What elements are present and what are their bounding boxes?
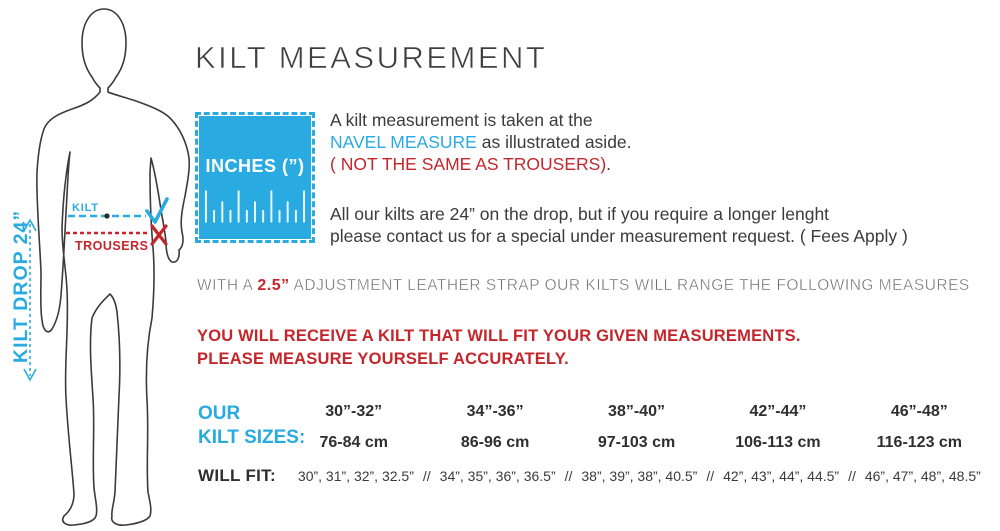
drop-info-line-2: please contact us for a special under me…: [330, 226, 908, 246]
kilt-sizes-header-line-2: KILT SIZES:: [198, 427, 306, 448]
fit-separator: //: [422, 468, 431, 484]
intro-line-2: NAVEL MEASURE as illustrated aside.: [330, 131, 632, 153]
fit-group-3: 38”, 39”, 38”, 40.5”: [581, 468, 698, 484]
body-outline: [36, 8, 191, 526]
ruler-icon: [204, 190, 306, 223]
fit-separator: //: [848, 468, 856, 484]
fit-warning-line-2: PLEASE MEASURE YOURSELF ACCURATELY.: [197, 350, 569, 368]
navel-point: [104, 213, 110, 219]
inches-box: INCHES (”): [195, 112, 315, 243]
size-columns: 30”-32” 76-84 cm 34”-36” 86-96 cm 38”-40…: [283, 403, 990, 452]
fit-group-5: 46”, 47”, 48”, 48.5”: [864, 468, 981, 484]
navel-measure-highlight: NAVEL MEASURE: [330, 132, 477, 152]
kilt-drop-arrow: [23, 218, 37, 382]
trousers-line-label: TROUSERS: [75, 239, 148, 253]
page-title: KILT MEASUREMENT: [195, 40, 548, 76]
size-inches: 34”-36”: [466, 403, 524, 420]
strap-note-suffix: ADJUSTMENT LEATHER STRAP OUR KILTS WILL …: [289, 277, 970, 294]
size-inches: 42”-44”: [749, 403, 807, 420]
fit-group-4: 42”, 43”, 44”, 44.5”: [723, 468, 840, 484]
drop-info-paragraph: All our kilts are 24” on the drop, but i…: [330, 203, 908, 247]
body-outline-illustration: KILT DROP 24” KILT TROUSERS: [10, 8, 191, 526]
intro-line-3-period: .: [606, 154, 612, 174]
fit-warning: YOU WILL RECEIVE A KILT THAT WILL FIT YO…: [197, 325, 801, 371]
not-same-as-trousers: ( NOT THE SAME AS TROUSERS): [330, 154, 607, 174]
intro-line-2-rest: as illustrated aside.: [476, 132, 632, 152]
size-column-2: 34”-36” 86-96 cm: [424, 403, 565, 452]
size-column-5: 46”-48” 116-123 cm: [849, 403, 990, 452]
size-column-4: 42”-44” 106-113 cm: [707, 403, 848, 452]
inches-box-label: INCHES (”): [205, 156, 305, 176]
x-icon: [150, 224, 168, 246]
kilt-drop-label: KILT DROP 24”: [10, 210, 32, 363]
strap-note: WITH A 2.5” ADJUSTMENT LEATHER STRAP OUR…: [197, 277, 970, 295]
fit-group-1: 30”, 31”, 32”, 32.5”: [297, 468, 414, 484]
size-cm: 76-84 cm: [319, 434, 388, 451]
size-cm: 86-96 cm: [460, 434, 530, 451]
size-cm: 116-123 cm: [876, 434, 963, 451]
strap-note-prefix: WITH A: [197, 277, 258, 294]
will-fit-row: WILL FIT: 30”, 31”, 32”, 32.5” // 34”, 3…: [198, 466, 981, 486]
size-cm: 106-113 cm: [735, 434, 821, 451]
check-icon: [145, 197, 169, 224]
fit-warning-line-1: YOU WILL RECEIVE A KILT THAT WILL FIT YO…: [197, 327, 801, 345]
will-fit-label: WILL FIT:: [198, 466, 276, 485]
inches-box-bg: INCHES (”): [199, 116, 311, 239]
size-inches: 30”-32”: [325, 403, 383, 420]
intro-line-1: A kilt measurement is taken at the: [330, 110, 593, 130]
size-column-3: 38”-40” 97-103 cm: [566, 403, 707, 452]
size-inches: 46”-48”: [890, 403, 948, 420]
size-inches: 38”-40”: [608, 403, 665, 420]
intro-line-3: ( NOT THE SAME AS TROUSERS).: [330, 153, 632, 175]
drop-info-line-1: All our kilts are 24” on the drop, but i…: [330, 204, 830, 224]
fit-separator: //: [706, 468, 715, 484]
kilt-line-label: KILT: [72, 202, 99, 214]
strap-size-highlight: 2.5”: [257, 277, 290, 294]
fit-group-2: 34”, 35”, 36”, 36.5”: [439, 468, 556, 484]
size-cm: 97-103 cm: [597, 434, 676, 451]
kilt-sizes-header-line-1: OUR: [198, 403, 241, 424]
size-column-1: 30”-32” 76-84 cm: [283, 403, 424, 452]
fit-separator: //: [564, 468, 573, 484]
kilt-sizes-header: OUR KILT SIZES:: [198, 402, 305, 450]
intro-paragraph: A kilt measurement is taken at the NAVEL…: [330, 109, 632, 175]
